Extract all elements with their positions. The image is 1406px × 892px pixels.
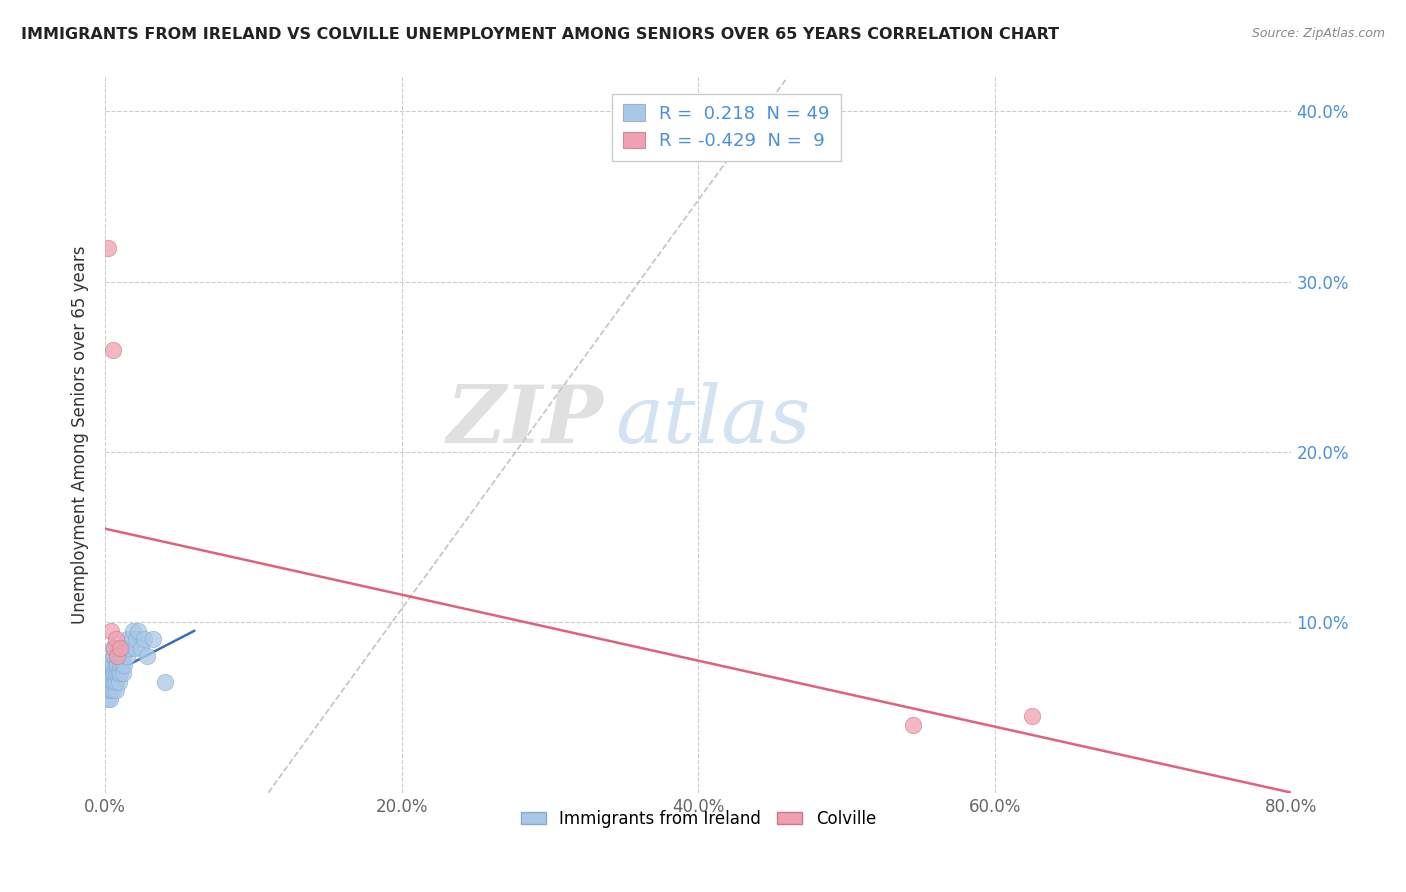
Point <box>103 640 125 655</box>
Point <box>117 632 139 647</box>
Text: ZIP: ZIP <box>447 382 603 459</box>
Point <box>121 632 143 647</box>
Point <box>120 640 142 655</box>
Y-axis label: Unemployment Among Seniors over 65 years: Unemployment Among Seniors over 65 years <box>72 246 89 624</box>
Point <box>98 692 121 706</box>
Point <box>101 666 124 681</box>
Point <box>114 640 136 655</box>
Point <box>105 649 128 664</box>
Point <box>103 649 125 664</box>
Text: IMMIGRANTS FROM IRELAND VS COLVILLE UNEMPLOYMENT AMONG SENIORS OVER 65 YEARS COR: IMMIGRANTS FROM IRELAND VS COLVILLE UNEM… <box>21 27 1059 42</box>
Point <box>100 675 122 690</box>
Point <box>100 657 122 672</box>
Point <box>142 632 165 647</box>
Point <box>105 666 128 681</box>
Point <box>107 675 129 690</box>
Point <box>104 675 127 690</box>
Point <box>107 666 129 681</box>
Point <box>101 683 124 698</box>
Point <box>1021 709 1043 723</box>
Point <box>97 683 120 698</box>
Legend: Immigrants from Ireland, Colville: Immigrants from Ireland, Colville <box>515 803 883 834</box>
Point <box>101 657 124 672</box>
Point <box>105 657 128 672</box>
Point <box>97 241 120 255</box>
Point <box>104 666 127 681</box>
Point <box>103 666 125 681</box>
Point <box>100 666 122 681</box>
Point <box>98 675 121 690</box>
Point <box>111 666 134 681</box>
Point <box>129 640 152 655</box>
Point <box>111 649 134 664</box>
Point <box>125 632 148 647</box>
Point <box>122 624 145 638</box>
Point <box>104 683 127 698</box>
Point <box>124 640 146 655</box>
Point <box>104 632 127 647</box>
Text: atlas: atlas <box>616 382 811 459</box>
Point <box>101 649 124 664</box>
Point <box>132 632 155 647</box>
Point <box>101 640 124 655</box>
Point <box>114 657 136 672</box>
Point <box>104 657 127 672</box>
Point <box>108 649 131 664</box>
Text: Source: ZipAtlas.com: Source: ZipAtlas.com <box>1251 27 1385 40</box>
Point <box>108 666 131 681</box>
Point <box>108 640 131 655</box>
Point <box>127 624 149 638</box>
Point <box>108 657 131 672</box>
Point <box>101 343 124 357</box>
Point <box>100 624 122 638</box>
Point <box>153 675 176 690</box>
Point <box>101 675 124 690</box>
Point <box>105 649 128 664</box>
Point <box>97 692 120 706</box>
Point <box>135 649 157 664</box>
Point <box>903 717 925 731</box>
Point <box>100 683 122 698</box>
Point <box>103 675 125 690</box>
Point <box>110 657 132 672</box>
Point <box>117 649 139 664</box>
Point <box>110 649 132 664</box>
Point <box>98 683 121 698</box>
